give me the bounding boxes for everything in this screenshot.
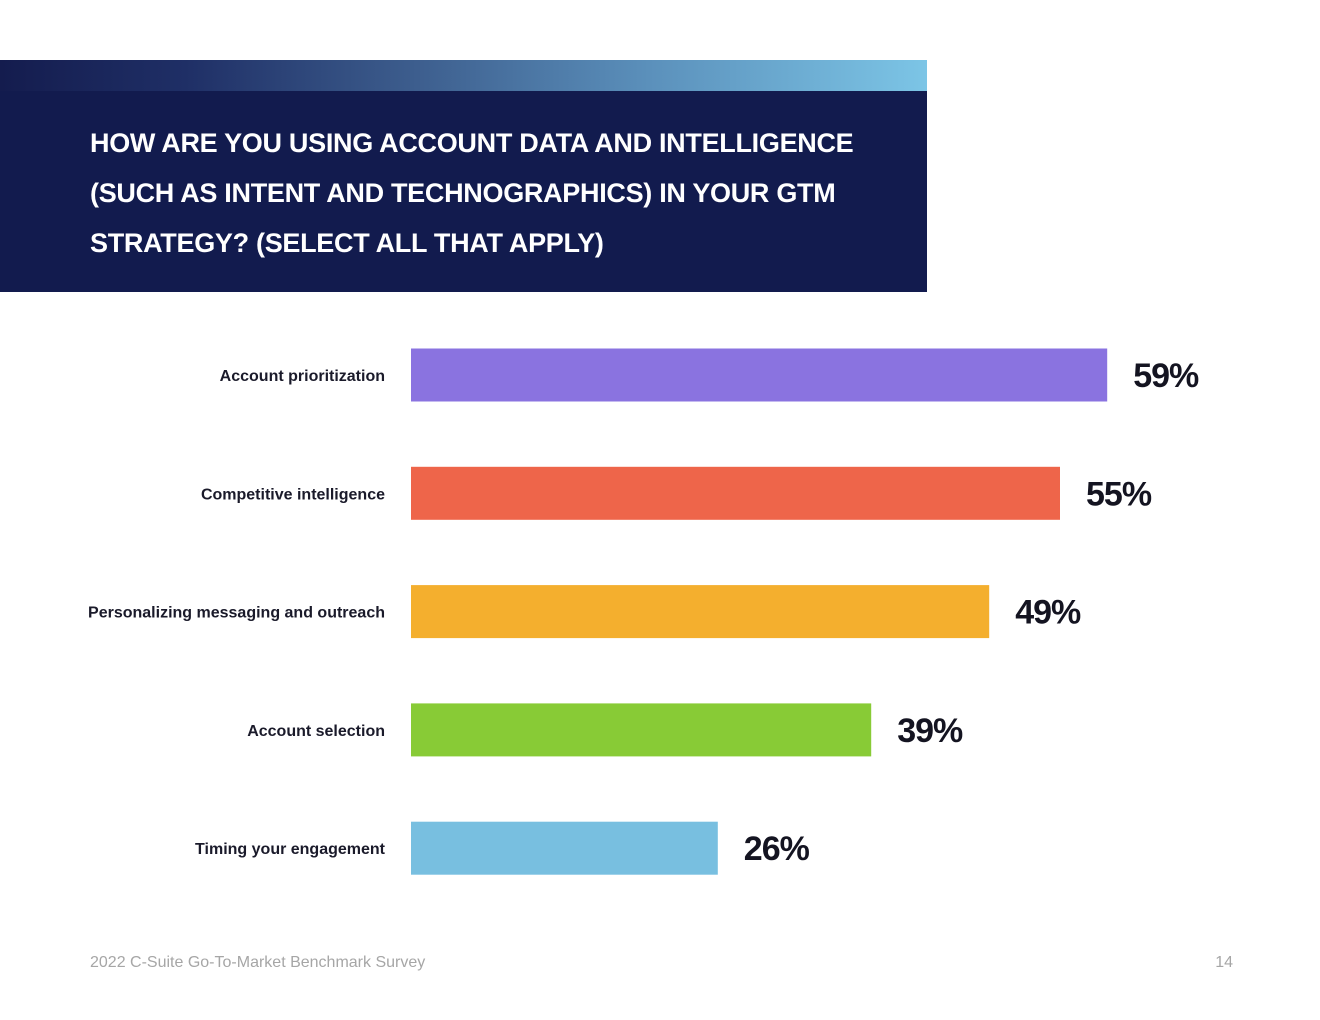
category-label: Personalizing messaging and outreach [88,605,385,622]
bar [411,466,1060,520]
value-label: 59% [1133,357,1199,395]
category-label: Timing your engagement [195,841,386,858]
category-label: Account selection [247,723,385,740]
value-label: 55% [1086,475,1152,513]
bar [411,703,872,757]
value-label: 26% [744,830,810,868]
footer-source: 2022 C-Suite Go-To-Market Benchmark Surv… [90,954,426,971]
title-panel [0,91,927,292]
bar [411,821,718,875]
value-label: 39% [897,712,963,750]
category-label: Account prioritization [220,368,385,385]
chart-title: How are you using account data and intel… [90,128,854,258]
category-label: Competitive intelligence [201,486,385,503]
page-number: 14 [1215,954,1233,971]
value-label: 49% [1015,594,1081,632]
bar [411,348,1108,402]
bar [411,585,990,639]
header-gradient-strip [0,60,927,91]
bar-chart: Account prioritization 59% Competitive int… [88,348,1200,875]
